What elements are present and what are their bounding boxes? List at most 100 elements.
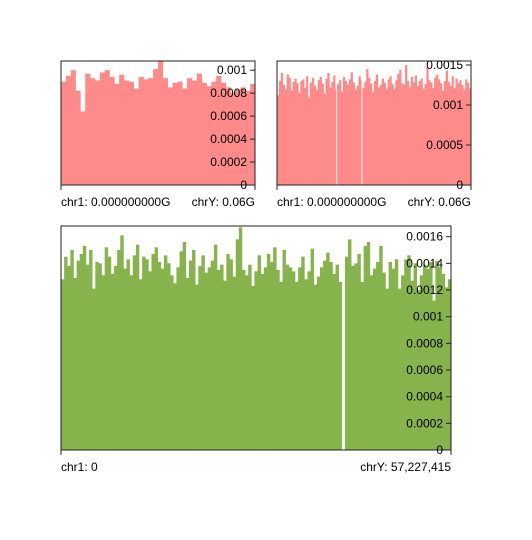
bar [132, 255, 137, 450]
bar [333, 75, 336, 185]
bar [370, 83, 373, 185]
bar [139, 279, 143, 450]
bar [266, 254, 271, 450]
bar [465, 79, 468, 185]
bar [441, 274, 446, 450]
bar [335, 89, 337, 185]
bar [89, 250, 93, 450]
bar [95, 262, 99, 450]
bar [410, 77, 414, 185]
bar [94, 80, 101, 185]
bar [362, 88, 365, 185]
bar [148, 271, 152, 450]
bar [436, 74, 439, 185]
bar [430, 82, 433, 185]
y-tick-label: 0.0004 [406, 390, 443, 404]
bar [238, 227, 243, 450]
bar [176, 267, 180, 450]
bar [428, 80, 431, 185]
panel-2-x-start-label: chr1: 0.000000000G [277, 195, 386, 209]
bar [170, 275, 174, 450]
bar [82, 246, 87, 450]
bar [414, 75, 417, 185]
bar [117, 250, 121, 450]
bar [348, 239, 352, 450]
bar [338, 282, 343, 450]
bar [282, 250, 286, 450]
y-tick-label: 0.0008 [210, 86, 247, 100]
bar [419, 275, 424, 450]
bar [294, 78, 297, 185]
bar [225, 87, 232, 185]
bar [453, 88, 456, 185]
bar [389, 76, 392, 185]
bar [426, 268, 430, 450]
bar [213, 244, 218, 450]
bar [143, 79, 149, 185]
bar [151, 254, 155, 450]
bar [182, 242, 187, 450]
bar [162, 78, 168, 185]
bar [67, 266, 71, 450]
bar [339, 80, 342, 185]
bar [405, 65, 408, 185]
bar [379, 85, 383, 185]
bar [393, 89, 396, 185]
bar [291, 271, 296, 450]
bar [61, 279, 65, 450]
bar [298, 267, 302, 450]
bar [250, 83, 256, 185]
bar [92, 288, 96, 450]
y-tick-label: 0.001 [217, 63, 247, 77]
bar [326, 252, 330, 450]
bar [323, 93, 326, 185]
bar [397, 73, 400, 185]
bar [285, 264, 290, 450]
bar [207, 267, 212, 450]
bar [382, 272, 386, 450]
bar [177, 81, 183, 185]
bar [254, 271, 258, 450]
bar [418, 81, 421, 185]
panel-2-x-end-label: chrY: 0.06G [408, 195, 471, 209]
bar [120, 235, 124, 450]
bar [356, 85, 359, 185]
bar [129, 275, 134, 450]
bar [354, 89, 357, 185]
y-tick-label: 0.0008 [406, 336, 443, 350]
bar [301, 256, 305, 450]
bar [226, 254, 230, 450]
bar [70, 250, 74, 450]
bar [357, 254, 361, 450]
bar [73, 278, 77, 450]
bar [142, 256, 146, 450]
bar [447, 81, 450, 185]
bar [439, 83, 443, 185]
bar [391, 268, 396, 450]
y-tick-label: 0.0004 [210, 132, 247, 146]
panel-1-bars [61, 61, 256, 185]
bar [138, 77, 144, 185]
bar [61, 81, 67, 185]
bar [315, 89, 319, 185]
bar [325, 78, 328, 185]
bar [350, 72, 353, 185]
bar [435, 260, 439, 450]
bar [288, 77, 291, 185]
y-tick-label: 0 [240, 178, 247, 192]
bar [352, 82, 355, 185]
bar [381, 78, 384, 185]
bar [153, 69, 159, 185]
bar [426, 67, 429, 185]
bar [65, 75, 71, 185]
bar [223, 280, 227, 450]
bar [133, 88, 139, 185]
bar [85, 264, 90, 450]
bar [263, 267, 268, 450]
bar [235, 89, 241, 185]
bar [295, 282, 299, 450]
bar [110, 274, 115, 450]
bar [394, 259, 399, 450]
bar [241, 270, 246, 450]
